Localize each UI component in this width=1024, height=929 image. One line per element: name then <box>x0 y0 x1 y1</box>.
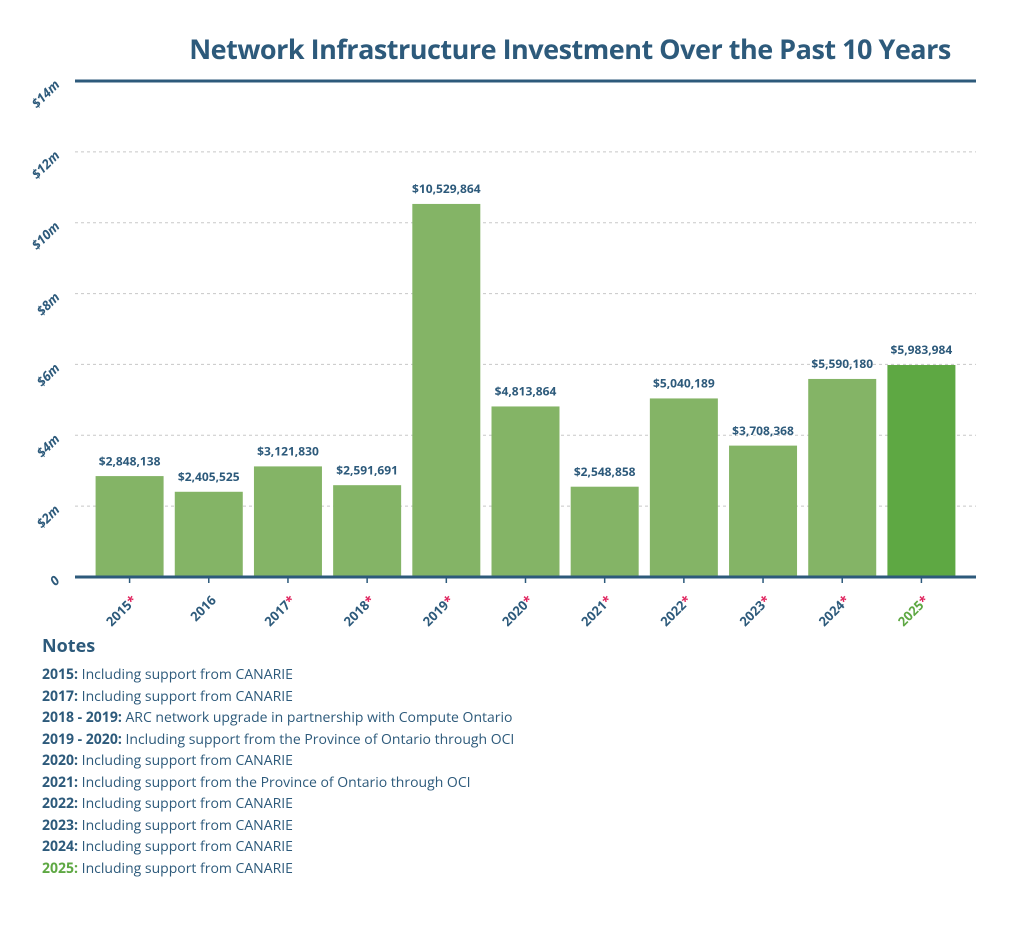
bar <box>253 466 322 577</box>
note-text: Including support from CANARIE <box>81 665 293 684</box>
x-tick-label: 2023* <box>736 592 775 630</box>
value-label: $2,848,138 <box>99 452 161 469</box>
note-text: Including support from CANARIE <box>81 815 293 835</box>
y-tick-label: $8m <box>32 288 63 319</box>
category: 2016 <box>186 591 220 625</box>
x-tick-label: 2015* <box>102 592 141 630</box>
y-tick-label: $14m <box>27 75 63 111</box>
note-label: 2020: <box>42 751 79 770</box>
y-tick-label: $10m <box>27 217 63 253</box>
note-label: 2023: <box>42 815 79 835</box>
x-tick-label: 2018* <box>340 592 379 630</box>
bar <box>491 406 560 577</box>
note: 2024: Including support from CANARIE <box>42 836 514 858</box>
x-tick-label: 2024* <box>815 592 854 630</box>
bar <box>808 378 877 577</box>
y-tick-label: $12m <box>27 146 63 182</box>
bar <box>570 486 639 577</box>
value-label: $4,813,864 <box>495 383 557 400</box>
y-tick-label: $4m <box>32 430 63 461</box>
note: 2017: Including support from CANARIE <box>42 686 514 708</box>
notes: Notes 2015: Including support from CANAR… <box>42 634 514 879</box>
bar <box>95 476 164 577</box>
bar <box>412 203 481 577</box>
note-label: 2024: <box>42 837 79 856</box>
bar <box>729 445 798 577</box>
value-label: $3,121,830 <box>257 443 319 460</box>
note-text: Including support from CANARIE <box>81 858 293 878</box>
chart-title: Network Infrastructure Investment Over t… <box>189 30 951 67</box>
value-label: $2,405,525 <box>178 468 240 485</box>
chart: Network Infrastructure Investment Over t… <box>27 30 976 630</box>
x-tick-label: 2016 <box>186 591 220 625</box>
value-label: $5,590,180 <box>811 355 873 372</box>
value-label: $10,529,864 <box>412 180 481 197</box>
bar <box>649 398 718 577</box>
note-label: 2018 - 2019: <box>42 708 122 727</box>
bar <box>174 491 243 577</box>
note-text: Including support from the Province of O… <box>125 729 515 749</box>
note-label: 2022: <box>42 794 79 813</box>
notes-title: Notes <box>42 634 96 658</box>
x-tick-label: 2021* <box>577 592 616 630</box>
value-label: $2,548,858 <box>574 463 636 480</box>
x-tick-label: 2020* <box>498 592 537 630</box>
note-text: Including support from CANARIE <box>81 794 293 813</box>
note: 2022: Including support from CANARIE <box>42 793 514 815</box>
x-tick-label: 2025* <box>894 592 933 630</box>
note-label: 2017: <box>42 686 79 706</box>
bar <box>887 364 956 577</box>
note: 2025: Including support from CANARIE <box>42 858 514 880</box>
note: 2023: Including support from CANARIE <box>42 815 514 837</box>
y-tick-label: 0 <box>45 571 63 589</box>
note-text: Including support from CANARIE <box>81 837 293 856</box>
note-label: 2019 - 2020: <box>42 729 122 749</box>
note-text: ARC network upgrade in partnership with … <box>125 708 513 727</box>
note: 2021: Including support from the Provinc… <box>42 772 514 794</box>
note: 2018 - 2019: ARC network upgrade in part… <box>42 707 514 729</box>
note: 2020: Including support from CANARIE <box>42 750 514 772</box>
y-tick-label: $2m <box>32 501 63 532</box>
x-tick-label: 2019* <box>419 592 458 630</box>
x-tick-label: 2022* <box>656 592 695 630</box>
x-tick-label: 2017* <box>260 592 299 630</box>
y-tick-label: $6m <box>32 359 63 390</box>
note-label: 2021: <box>42 772 79 792</box>
note: 2019 - 2020: Including support from the … <box>42 729 514 751</box>
value-label: $3,708,368 <box>732 422 794 439</box>
note-label: 2015: <box>42 665 79 684</box>
note-text: Including support from CANARIE <box>81 686 293 706</box>
note-text: Including support from the Province of O… <box>81 772 471 792</box>
value-label: $5,983,984 <box>891 341 953 358</box>
bar <box>333 485 402 577</box>
note-text: Including support from CANARIE <box>81 751 293 770</box>
note: 2015: Including support from CANARIE <box>42 664 514 686</box>
value-label: $2,591,691 <box>336 461 398 478</box>
value-label: $5,040,189 <box>653 375 715 392</box>
note-label: 2025: <box>42 858 79 878</box>
